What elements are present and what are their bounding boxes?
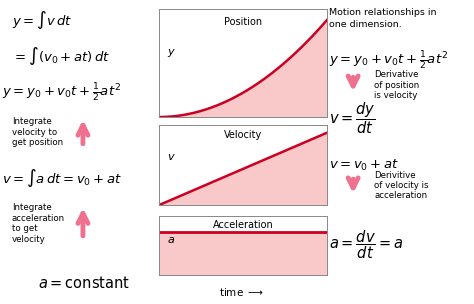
Text: $v = \dfrac{dy}{dt}$: $v = \dfrac{dy}{dt}$ xyxy=(329,101,376,136)
Text: Motion relationships in
one dimension.: Motion relationships in one dimension. xyxy=(329,8,437,29)
Text: v: v xyxy=(167,152,174,162)
Text: $y = y_0 + v_0 t + \frac{1}{2}at^2$: $y = y_0 + v_0 t + \frac{1}{2}at^2$ xyxy=(2,82,121,104)
Text: a: a xyxy=(167,235,174,244)
Text: Position: Position xyxy=(224,17,262,27)
Text: y: y xyxy=(167,47,174,57)
Text: Derivitive
of velocity is
acceleration: Derivitive of velocity is acceleration xyxy=(374,171,429,200)
Text: $a = \dfrac{dv}{dt} = a$: $a = \dfrac{dv}{dt} = a$ xyxy=(329,228,404,261)
Text: $y = y_0 + v_0 t + \frac{1}{2}at^2$: $y = y_0 + v_0 t + \frac{1}{2}at^2$ xyxy=(329,50,448,72)
Text: Velocity: Velocity xyxy=(224,130,262,140)
Text: time $\longrightarrow$: time $\longrightarrow$ xyxy=(219,286,264,299)
Text: Derivative
of position
is velocity: Derivative of position is velocity xyxy=(374,70,419,100)
Text: $= \int (v_0 + at)\,dt$: $= \int (v_0 + at)\,dt$ xyxy=(12,45,110,67)
Text: Integrate
acceleration
to get
velocity: Integrate acceleration to get velocity xyxy=(12,203,65,244)
Text: $y = \int v\,dt$: $y = \int v\,dt$ xyxy=(12,9,72,31)
Text: $a = \mathrm{constant}$: $a = \mathrm{constant}$ xyxy=(38,275,130,291)
Text: Acceleration: Acceleration xyxy=(212,220,273,230)
Text: $v = \int a\,dt = v_0 + at$: $v = \int a\,dt = v_0 + at$ xyxy=(2,167,122,189)
Text: Integrate
velocity to
get position: Integrate velocity to get position xyxy=(12,117,63,147)
Text: $v = v_0 + at$: $v = v_0 + at$ xyxy=(329,158,400,173)
